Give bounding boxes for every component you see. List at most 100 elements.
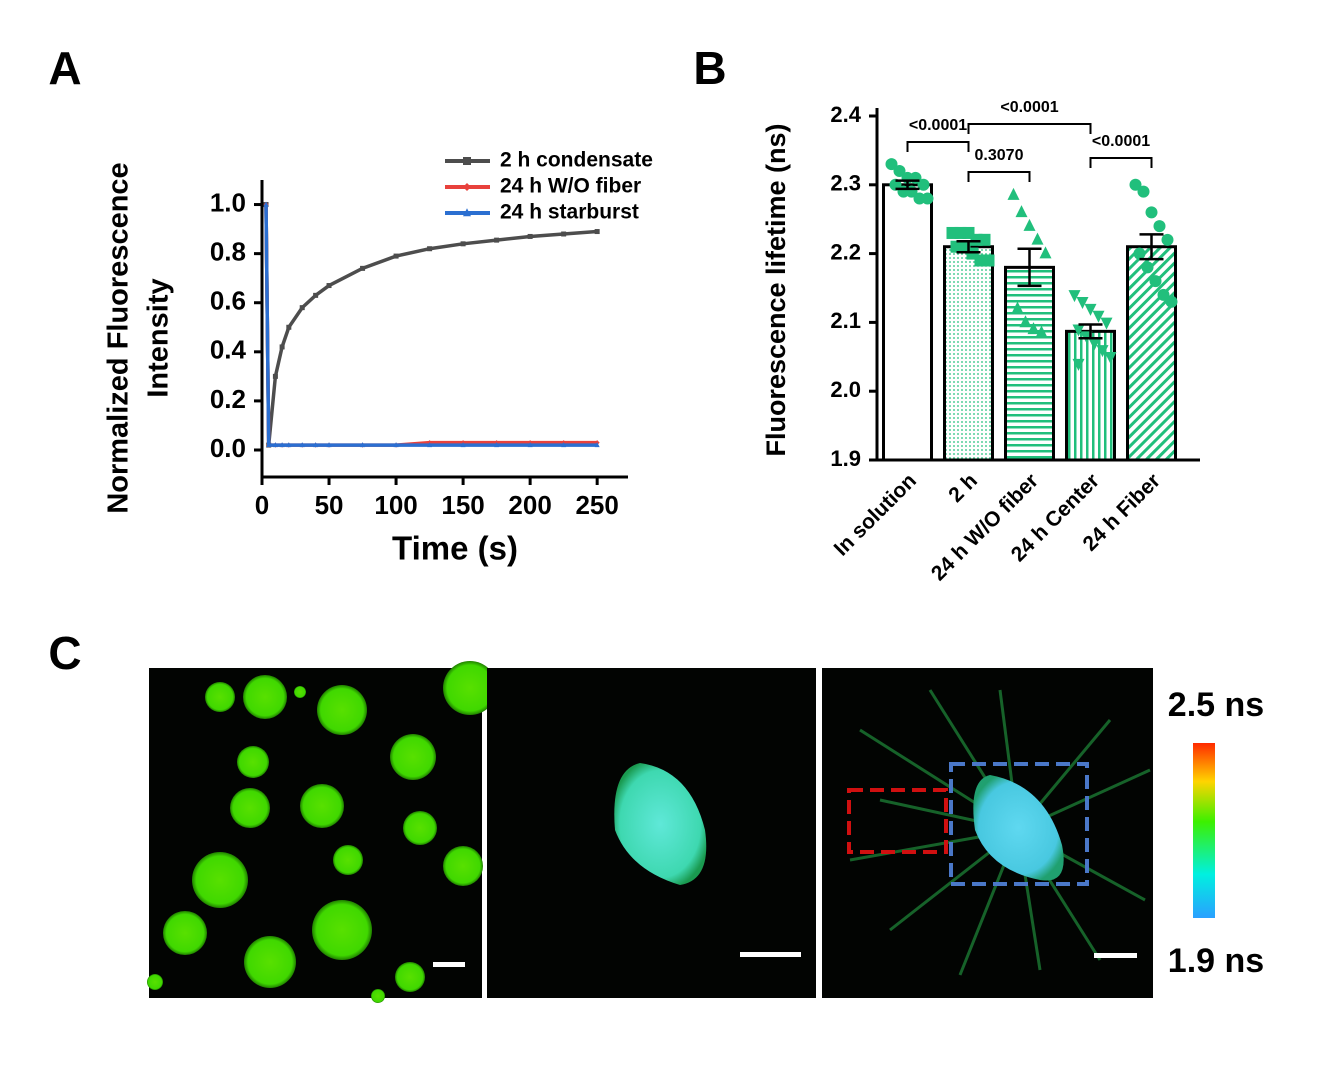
marker bbox=[393, 253, 399, 259]
marker bbox=[494, 237, 500, 243]
marker bbox=[1157, 288, 1170, 301]
error-bar bbox=[1017, 247, 1042, 288]
x-tick-label: 24 h W/O fiber bbox=[927, 469, 1043, 585]
error-bar bbox=[1078, 323, 1103, 340]
marker bbox=[1072, 358, 1085, 371]
marker bbox=[527, 233, 533, 239]
y-tick-label: 2.2 bbox=[830, 239, 861, 264]
marker bbox=[594, 442, 600, 448]
marker bbox=[313, 292, 319, 298]
marker bbox=[266, 442, 272, 448]
panel-label: A bbox=[48, 42, 81, 94]
significance-bracket bbox=[906, 141, 970, 152]
marker bbox=[1035, 325, 1048, 338]
droplet bbox=[294, 686, 306, 698]
droplet bbox=[371, 989, 385, 1003]
error-bar bbox=[895, 179, 920, 191]
y-tick-label: 0.4 bbox=[210, 335, 247, 365]
marker bbox=[893, 165, 906, 178]
marker bbox=[286, 442, 292, 448]
x-tick-label: 150 bbox=[441, 490, 484, 520]
marker bbox=[1027, 322, 1040, 335]
marker bbox=[594, 229, 600, 235]
marker bbox=[982, 254, 995, 267]
droplet bbox=[312, 900, 372, 960]
y-tick-label: 1.0 bbox=[210, 187, 246, 217]
marker bbox=[272, 442, 278, 448]
y-axis-label: Intensity bbox=[143, 278, 175, 397]
marker bbox=[326, 442, 332, 448]
marker bbox=[427, 442, 433, 448]
significance-label: 0.3070 bbox=[975, 147, 1024, 164]
marker bbox=[463, 208, 471, 217]
y-axis-label: Fluorescence lifetime (ns) bbox=[761, 123, 791, 456]
marker bbox=[427, 246, 433, 252]
marker bbox=[1072, 324, 1085, 337]
x-tick-label: 0 bbox=[255, 490, 269, 520]
significance-label: <0.0001 bbox=[909, 117, 967, 134]
error-bar bbox=[956, 239, 981, 254]
marker bbox=[1100, 317, 1113, 330]
line-series bbox=[264, 204, 598, 447]
marker bbox=[272, 373, 278, 379]
bar bbox=[1004, 265, 1055, 462]
marker bbox=[360, 442, 366, 448]
marker bbox=[1007, 187, 1020, 200]
microscopy-image bbox=[822, 668, 1153, 998]
line-series bbox=[264, 204, 598, 447]
marker bbox=[1023, 218, 1036, 231]
droplet bbox=[443, 846, 483, 886]
y-tick-label: 0.2 bbox=[210, 384, 246, 414]
marker bbox=[1039, 246, 1052, 259]
droplet bbox=[317, 685, 367, 735]
significance-bracket bbox=[967, 171, 1031, 182]
marker bbox=[1129, 178, 1142, 191]
colorbar-min-label: 1.9 ns bbox=[1168, 942, 1264, 980]
x-tick-label: 50 bbox=[315, 490, 344, 520]
marker bbox=[974, 254, 987, 267]
panel-label: C bbox=[48, 627, 81, 679]
marker bbox=[978, 233, 991, 246]
marker bbox=[1092, 310, 1105, 323]
droplet bbox=[333, 845, 363, 875]
droplet bbox=[403, 811, 437, 845]
marker bbox=[1019, 315, 1032, 328]
y-tick-label: 2.4 bbox=[830, 102, 861, 127]
y-tick-label: 0.6 bbox=[210, 286, 246, 316]
droplet bbox=[230, 788, 270, 828]
marker bbox=[326, 283, 332, 289]
droplet bbox=[390, 734, 436, 780]
scale-bar bbox=[433, 962, 465, 967]
line-series bbox=[264, 204, 598, 446]
marker bbox=[299, 442, 305, 448]
marker bbox=[463, 183, 471, 191]
legend-label: 24 h starburst bbox=[500, 201, 639, 224]
marker bbox=[527, 442, 533, 448]
droplet bbox=[192, 852, 248, 908]
marker bbox=[1153, 220, 1166, 233]
legend-label: 24 h W/O fiber bbox=[500, 175, 641, 198]
droplet bbox=[395, 962, 425, 992]
y-axis-label: Normalized Fluorescence bbox=[103, 162, 135, 513]
marker bbox=[393, 442, 399, 448]
marker bbox=[561, 442, 567, 448]
marker bbox=[1015, 205, 1028, 218]
droplet bbox=[244, 936, 296, 988]
y-tick-label: 1.9 bbox=[830, 446, 861, 471]
marker bbox=[463, 157, 471, 165]
marker bbox=[885, 158, 898, 171]
significance-bracket bbox=[967, 123, 1092, 134]
marker bbox=[313, 442, 319, 448]
marker bbox=[1133, 247, 1146, 260]
marker bbox=[1165, 295, 1178, 308]
marker bbox=[1011, 301, 1024, 314]
x-tick-label: 200 bbox=[508, 490, 551, 520]
x-axis-label: Time (s) bbox=[392, 530, 518, 567]
marker bbox=[921, 192, 934, 205]
marker bbox=[460, 241, 466, 247]
marker bbox=[1096, 345, 1109, 358]
marker bbox=[460, 442, 466, 448]
marker bbox=[1149, 275, 1162, 288]
marker bbox=[1141, 261, 1154, 274]
marker bbox=[279, 442, 285, 448]
